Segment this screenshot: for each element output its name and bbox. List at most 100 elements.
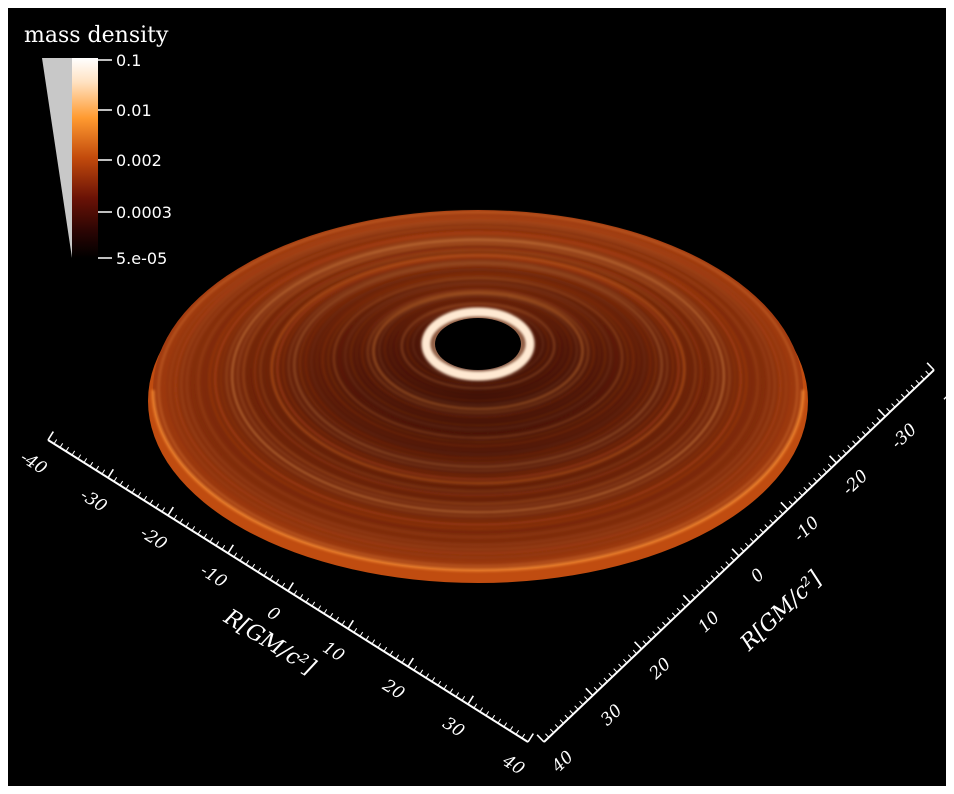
left-axis-tick — [281, 582, 286, 588]
left-axis-tick — [119, 480, 124, 486]
left-axis-tick — [425, 673, 430, 679]
right-axis-tick — [725, 561, 730, 566]
left-axis-tick — [65, 446, 70, 452]
right-axis-tick — [671, 612, 676, 617]
density-ring — [394, 300, 562, 394]
right-axis-tick — [647, 635, 652, 641]
left-axis-tick — [245, 560, 250, 565]
right-axis-tick — [852, 440, 857, 445]
left-axis-tick — [299, 594, 304, 599]
right-axis-tick — [842, 449, 847, 455]
density-ring — [253, 247, 703, 497]
density-ring — [242, 243, 714, 505]
colorbar-wedge — [42, 58, 72, 258]
density-ring — [174, 217, 782, 555]
left-axis-tick — [461, 695, 466, 701]
right-axis-tick — [715, 570, 720, 575]
left-axis-tick — [53, 439, 58, 445]
density-ring — [371, 291, 585, 411]
left-axis-tick — [467, 695, 475, 705]
right-axis-tick-label: 40 — [547, 747, 577, 777]
left-axis-tick — [449, 688, 454, 694]
right-axis-title: R[GM/c²] — [735, 566, 827, 656]
right-axis-tick — [829, 455, 838, 464]
colorbar-tick-label: 0.1 — [116, 51, 141, 70]
right-axis-tick — [564, 714, 569, 720]
left-axis-tick — [83, 458, 88, 463]
right-axis-tick — [905, 389, 910, 394]
right-axis-tick — [666, 617, 672, 622]
right-axis-tick — [731, 548, 740, 557]
central-hole — [435, 318, 521, 370]
density-ring — [270, 253, 686, 485]
left-axis-tick — [125, 484, 130, 490]
density-ring — [236, 240, 720, 510]
left-axis-tick — [263, 571, 268, 577]
density-ring — [384, 296, 572, 402]
right-axis-tick — [886, 407, 891, 413]
colorbar-tick-label: 0.002 — [116, 151, 162, 170]
right-axis-tick — [847, 445, 852, 450]
left-axis-tick — [227, 544, 235, 554]
visualization-frame: mass density 0.1 0.01 0.002 0.0003 5.e-05 -4… — [8, 8, 946, 786]
left-axis-tick — [347, 619, 355, 630]
right-axis-tick — [549, 728, 555, 734]
right-axis-tick — [603, 677, 608, 682]
left-axis-tick — [47, 431, 55, 441]
right-axis-tick-label: -10 — [790, 513, 824, 546]
density-ring — [292, 261, 664, 469]
right-axis-tick — [798, 491, 803, 496]
left-axis-tick — [455, 692, 460, 697]
right-axis-tick — [920, 375, 925, 380]
left-axis-tick-label: -40 — [16, 448, 50, 480]
density-ring — [214, 232, 742, 526]
right-axis-tick — [691, 593, 696, 599]
right-axis-tick — [623, 658, 628, 664]
density-ring — [299, 264, 657, 464]
left-axis-tick — [107, 468, 115, 479]
left-axis-tick — [329, 612, 334, 618]
density-ring — [316, 271, 640, 451]
right-axis-tick-label: 20 — [645, 654, 675, 684]
density-ring — [378, 294, 578, 406]
left-axis-tick — [149, 499, 154, 505]
left-axis-tick — [515, 729, 520, 735]
right-axis-tick — [769, 519, 774, 524]
left-axis-tick — [233, 552, 238, 558]
right-axis-tick — [861, 431, 867, 436]
left-axis-tick — [323, 609, 328, 614]
left-axis-tick-label: -10 — [196, 561, 230, 593]
left-axis-tick — [101, 469, 106, 475]
density-ring — [321, 272, 635, 448]
right-axis-tick — [559, 719, 564, 724]
left-axis-tick — [335, 616, 340, 622]
density-ring — [282, 258, 674, 476]
left-axis-tick — [143, 495, 148, 501]
left-axis-tick — [383, 646, 388, 652]
right-axis-tick — [780, 501, 789, 511]
right-axis-tick — [808, 482, 813, 487]
right-axis-tick — [584, 696, 589, 701]
right-axis-tick — [822, 468, 828, 473]
right-axis-tick-label: 30 — [597, 701, 627, 731]
left-axis-tick — [59, 443, 64, 448]
left-axis-tick — [401, 658, 406, 663]
left-axis-tick — [113, 477, 118, 482]
density-rings — [151, 211, 805, 572]
left-axis-tick — [437, 680, 442, 686]
right-axis-tick — [866, 426, 871, 431]
right-axis-tick — [813, 477, 818, 482]
left-axis-tick — [215, 541, 220, 546]
left-axis-tick — [155, 503, 160, 509]
right-axis-tick — [744, 542, 750, 548]
left-axis-tick — [527, 733, 535, 743]
left-axis-tick — [269, 575, 274, 580]
right-axis-tick — [779, 510, 784, 515]
right-axis-tick — [896, 398, 901, 403]
left-axis-tick — [503, 722, 508, 728]
density-ring — [366, 289, 590, 415]
right-axis-tick — [642, 640, 647, 645]
inner-bright-ring — [421, 307, 535, 381]
density-ring — [197, 226, 759, 538]
left-axis-tick-label: -20 — [136, 523, 170, 555]
